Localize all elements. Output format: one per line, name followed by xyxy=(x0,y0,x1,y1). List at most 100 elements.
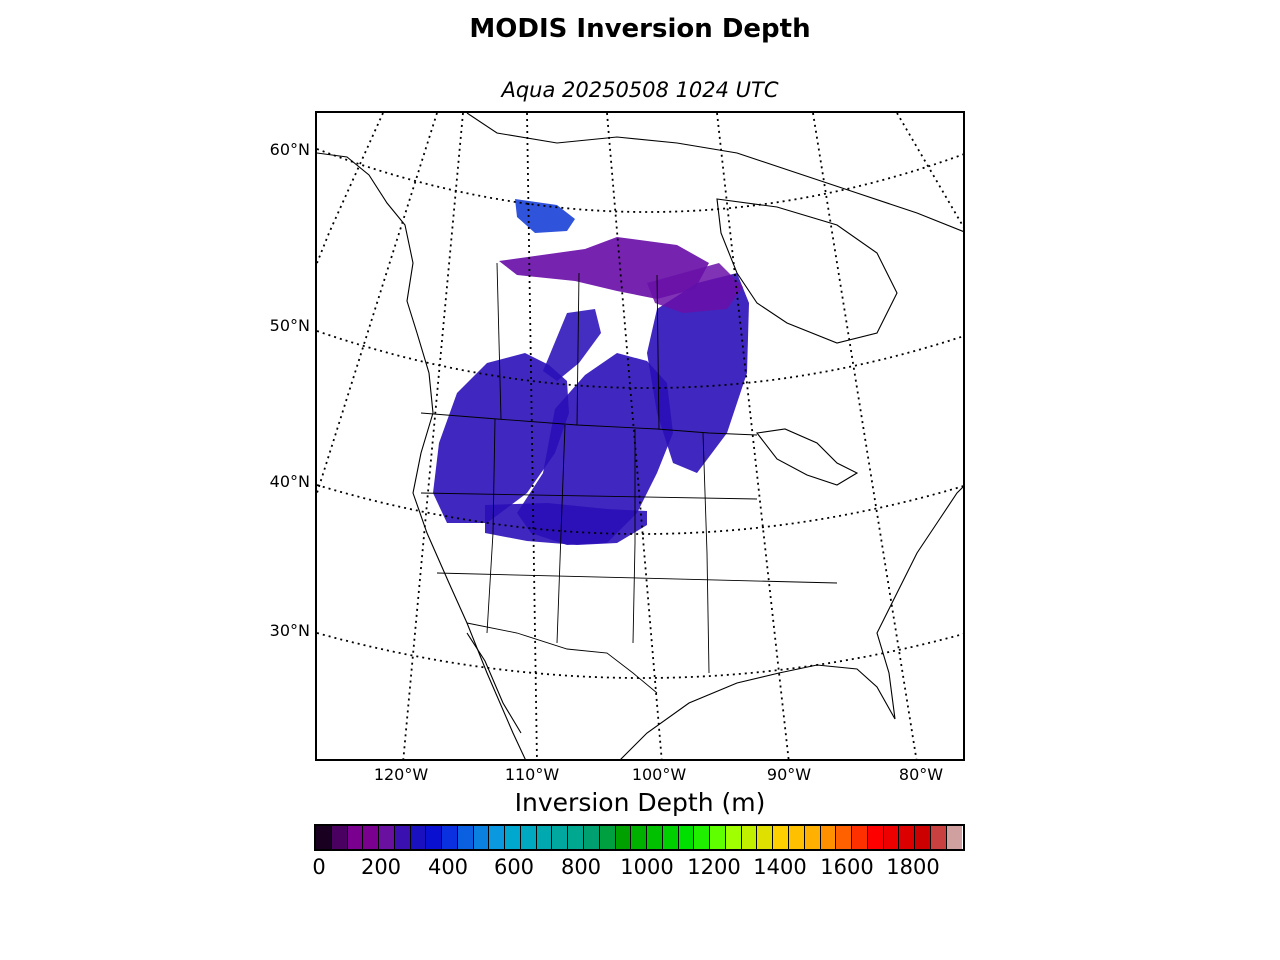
colorbar-tick-0: 0 xyxy=(312,855,326,879)
colorbar-segment xyxy=(647,826,663,849)
state-line-e xyxy=(420,492,758,500)
lat-label-60: 60°N xyxy=(269,140,310,159)
parallel-60 xyxy=(317,148,963,213)
colorbar-segment xyxy=(710,826,726,849)
data-patch-east-arm xyxy=(647,273,749,473)
colorbar-segment xyxy=(930,826,947,849)
map-panel[interactable] xyxy=(315,111,965,761)
colorbar-segment xyxy=(347,826,364,849)
state-line-d xyxy=(702,432,710,674)
colorbar-segment xyxy=(584,826,600,849)
hudson-bay-line xyxy=(716,198,898,344)
meridian-80b xyxy=(896,113,963,228)
colorbar-segment xyxy=(804,826,821,849)
colorbar-segment xyxy=(773,826,789,849)
lat-label-50: 50°N xyxy=(269,316,310,335)
meridian-120 xyxy=(317,113,384,264)
boundary-layer xyxy=(420,262,838,694)
colorbar-tick-600: 600 xyxy=(493,855,535,879)
lat-label-40: 40°N xyxy=(269,472,310,491)
colorbar-segment xyxy=(631,826,648,849)
meridian-120b xyxy=(317,113,438,494)
us-canada-border xyxy=(420,412,758,436)
colorbar-segment xyxy=(757,826,774,849)
colorbar-segment xyxy=(899,826,916,849)
colorbar-segment xyxy=(946,826,963,849)
colorbar-label: Inversion Depth (m) xyxy=(514,788,766,817)
meridian-110b xyxy=(526,113,538,759)
colorbar-tick-1400: 1400 xyxy=(753,855,807,879)
colorbar-segment xyxy=(741,826,758,849)
map-subtitle: Aqua 20250508 1024 UTC xyxy=(501,78,779,102)
data-patch-north xyxy=(515,199,575,233)
parallel-40 xyxy=(317,484,963,535)
colorbar-segment xyxy=(394,826,411,849)
colorbar-segment xyxy=(852,826,868,849)
colorbar-segment xyxy=(316,826,332,849)
data-patch-mid-arm xyxy=(543,309,601,381)
colorbar-segment xyxy=(331,826,348,849)
data-patch-north-ne xyxy=(647,263,743,313)
west-coast-line xyxy=(317,152,526,759)
colorbar-tick-1600: 1600 xyxy=(820,855,874,879)
data-patch-south xyxy=(485,503,647,545)
data-patch-southwest xyxy=(433,353,569,523)
meridian-90 xyxy=(716,113,790,759)
parallel-50 xyxy=(317,330,963,389)
colorbar-segment xyxy=(442,826,458,849)
colorbar-segment xyxy=(426,826,443,849)
state-line-c xyxy=(632,429,636,644)
meridian-110 xyxy=(402,113,464,759)
colorbar-tick-200: 200 xyxy=(360,855,402,879)
colorbar-tick-1200: 1200 xyxy=(687,855,741,879)
lon-label-90w: 90°W xyxy=(766,765,812,784)
province-line-b xyxy=(576,272,580,426)
colorbar-segment xyxy=(552,826,569,849)
lon-label-80w: 80°W xyxy=(898,765,944,784)
meridian-100 xyxy=(606,113,663,759)
colorbar-segment xyxy=(725,826,742,849)
colorbar-segment xyxy=(836,826,853,849)
map-canvas xyxy=(317,113,963,759)
us-mexico-border xyxy=(466,622,658,694)
graticule-layer xyxy=(317,113,963,759)
coastline-layer xyxy=(317,113,963,759)
colorbar-segment xyxy=(867,826,884,849)
colorbar-tick-400: 400 xyxy=(427,855,469,879)
colorbar-segment xyxy=(615,826,632,849)
colorbar-segment xyxy=(473,826,490,849)
colorbar-segment xyxy=(915,826,931,849)
lon-label-110w: 110°W xyxy=(504,765,560,784)
province-line-c xyxy=(656,274,660,430)
meridian-80 xyxy=(812,113,918,759)
colorbar-segment xyxy=(410,826,427,849)
colorbar-tick-1800: 1800 xyxy=(886,855,940,879)
colorbar-tick-800: 800 xyxy=(560,855,602,879)
colorbar-segment xyxy=(788,826,805,849)
lon-label-120w: 120°W xyxy=(373,765,429,784)
colorbar-segment xyxy=(536,826,553,849)
state-line-f xyxy=(436,572,838,584)
colorbar-segment xyxy=(489,826,506,849)
colorbar-segment xyxy=(505,826,521,849)
colorbar xyxy=(314,824,965,851)
colorbar-segment xyxy=(678,826,695,849)
colorbar-tick-1000: 1000 xyxy=(620,855,674,879)
colorbar-segment xyxy=(457,826,474,849)
colorbar-segment xyxy=(568,826,585,849)
colorbar-segment xyxy=(820,826,837,849)
province-line-a xyxy=(496,262,502,420)
colorbar-segment xyxy=(694,826,711,849)
gulf-coast-line xyxy=(620,664,896,759)
lon-label-100w: 100°W xyxy=(631,765,687,784)
colorbar-segment xyxy=(883,826,900,849)
great-lakes-line xyxy=(755,428,859,486)
colorbar-segment xyxy=(520,826,537,849)
state-line-a xyxy=(486,418,496,634)
colorbar-segment xyxy=(363,826,380,849)
lat-label-30: 30°N xyxy=(269,621,310,640)
map-title: MODIS Inversion Depth xyxy=(469,14,811,44)
colorbar-segment xyxy=(599,826,616,849)
colorbar-segment xyxy=(379,826,395,849)
inversion-data-layer xyxy=(433,199,749,545)
